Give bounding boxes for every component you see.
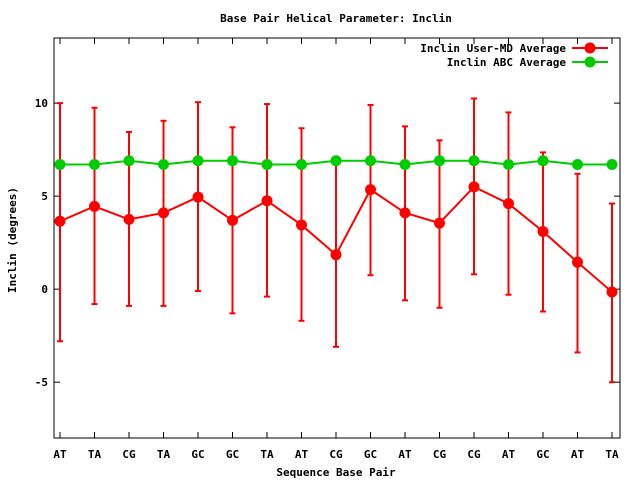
series-2 [54,155,618,171]
legend-label: Inclin User-MD Average [420,42,566,55]
x-tick-label: TA [88,448,102,461]
data-point [537,155,549,167]
data-point [503,198,514,210]
data-point [123,155,135,167]
legend-marker [584,42,596,54]
x-axis-label: Sequence Base Pair [276,466,396,479]
x-tick-label: CG [122,448,136,461]
series-1 [54,97,618,384]
data-point [399,207,411,219]
x-tick-label: AT [53,448,67,461]
y-axis-label: Inclin (degrees) [6,187,19,293]
data-point [572,159,583,171]
legend-label: Inclin ABC Average [447,56,567,69]
data-point [503,159,514,171]
x-tick-label: AT [571,448,585,461]
plot-frame [53,37,621,439]
data-point [123,213,135,225]
x-tick-label: TA [157,448,171,461]
x-tick-label: GC [226,448,239,461]
data-point [227,155,238,167]
data-point [468,155,480,167]
x-tick-label: GC [191,448,204,461]
data-point [54,215,66,227]
x-tick-label: GC [536,448,549,461]
data-point [261,159,273,171]
data-point [365,155,376,167]
data-point [330,249,342,261]
y-tick-label: 10 [35,97,48,110]
data-point [296,159,307,171]
x-tick-label: AT [295,448,309,461]
data-point [158,159,169,171]
data-point [399,159,411,171]
data-point [261,195,273,207]
data-point [434,155,445,167]
data-point [537,225,549,237]
data-point [227,214,238,226]
x-tick-label: GC [364,448,377,461]
x-tick-label: CG [329,448,343,461]
data-point [572,256,583,268]
legend-marker [584,56,596,68]
x-tick-label: TA [260,448,274,461]
x-tick-label: CG [433,448,447,461]
data-point [330,155,342,167]
data-point [54,159,66,171]
data-point [89,200,100,212]
data-point [606,159,618,171]
data-point [158,207,169,219]
x-tick-label: CG [467,448,481,461]
data-point [192,191,204,203]
x-tick-label: AT [398,448,412,461]
x-tick-label: TA [605,448,619,461]
data-point [365,184,376,196]
data-point [296,219,307,231]
x-tick-label: AT [502,448,516,461]
y-tick-label: 5 [41,190,48,203]
data-point [192,155,204,167]
y-tick-label: -5 [35,376,48,389]
plot-area: -5 0 5 10 AT TA CG TA GC GC TA AT CG GC AT CG CG AT GC AT TA [35,37,621,461]
y-tick-label: 0 [41,283,48,296]
data-point [89,159,100,171]
chart-title: Base Pair Helical Parameter: Inclin [220,12,452,25]
data-point [606,286,618,298]
data-point [434,217,445,229]
data-point [468,181,480,193]
